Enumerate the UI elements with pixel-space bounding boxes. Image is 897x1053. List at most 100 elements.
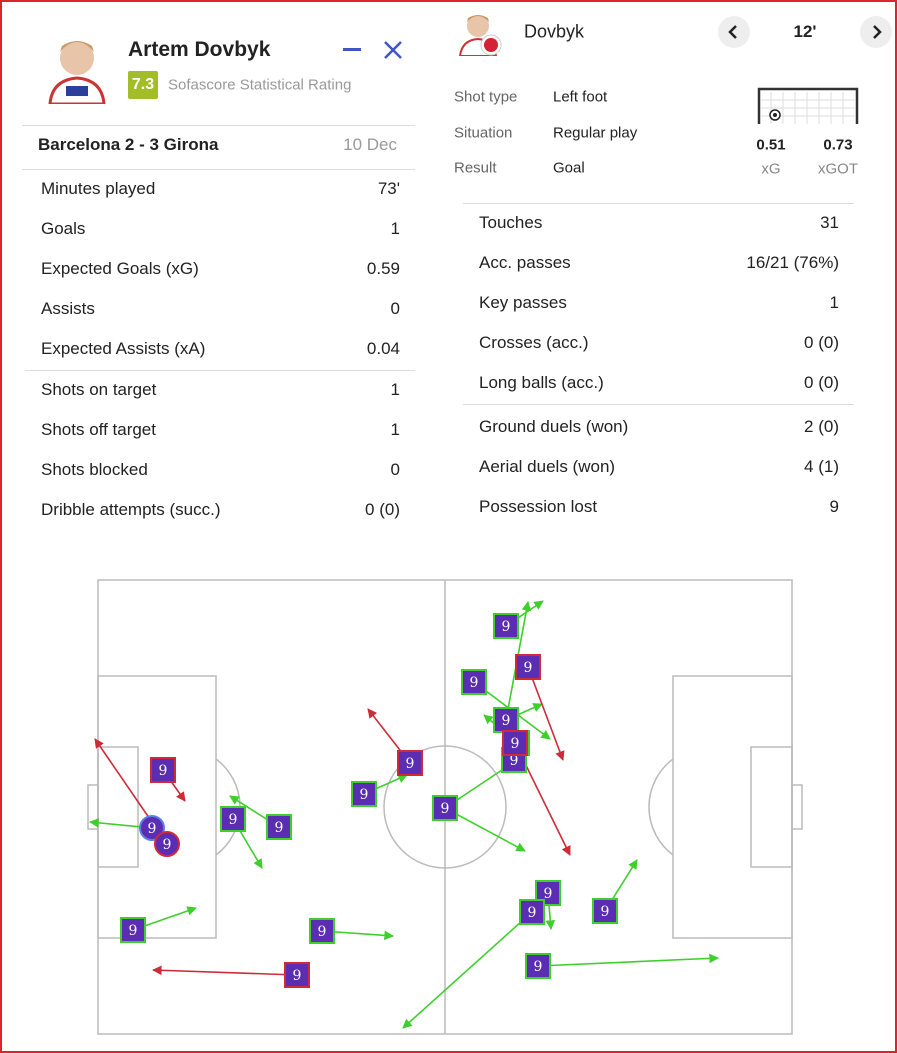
jersey-number: 9 — [229, 812, 238, 828]
jersey-number: 9 — [275, 820, 284, 836]
jersey-number: 9 — [601, 904, 610, 920]
jersey-number: 9 — [293, 968, 302, 984]
stat-label: Goals — [41, 219, 86, 238]
prev-button[interactable] — [718, 16, 750, 48]
goal-icon — [757, 87, 859, 124]
pass-arrow — [444, 807, 526, 852]
player-marker — [493, 613, 519, 639]
stat-label: Possession lost — [479, 497, 598, 516]
shot-player: Dovbyk — [524, 21, 585, 42]
stat-label: Dribble attempts (succ.) — [41, 500, 221, 519]
shot-avatar — [458, 15, 502, 56]
stat-value: 0 (0) — [365, 500, 400, 519]
stat-label: Key passes — [479, 293, 567, 312]
stat-value: 16/21 (76%) — [746, 253, 839, 272]
jersey-number: 9 — [544, 886, 553, 902]
player-marker — [535, 880, 561, 906]
jersey-number: 9 — [129, 923, 138, 939]
jersey-number: 9 — [360, 787, 369, 803]
player-marker — [525, 953, 551, 979]
divider — [22, 169, 415, 170]
pass-arrow — [527, 666, 565, 761]
stat-label: Shots blocked — [41, 460, 148, 479]
jersey-number: 9 — [510, 753, 519, 769]
player-marker — [139, 815, 165, 841]
stat-value: 1 — [390, 219, 400, 238]
metric-label: xG — [761, 160, 781, 178]
player-marker — [351, 781, 377, 807]
jersey-number: 9 — [406, 756, 415, 772]
stat-value: 4 (1) — [804, 457, 839, 476]
jersey-number: 9 — [502, 713, 511, 729]
rating-label: Sofascore Statistical Rating — [168, 76, 352, 94]
player-marker — [120, 917, 146, 943]
stat-value: 0 — [390, 460, 400, 479]
player-marker — [309, 918, 335, 944]
stat-label: Crosses (acc.) — [479, 333, 589, 352]
detail-value: Left foot — [553, 88, 608, 106]
detail-value: Regular play — [553, 124, 638, 141]
player-marker — [150, 757, 176, 783]
jersey-number: 9 — [534, 959, 543, 975]
stat-value: 31 — [820, 213, 839, 232]
stat-label: Long balls (acc.) — [479, 373, 604, 392]
pass-arrow — [402, 911, 533, 1029]
jersey-number: 9 — [524, 660, 533, 676]
detail-value: Goal — [553, 159, 585, 177]
player-marker — [397, 750, 423, 776]
stat-label: Assists — [41, 299, 95, 318]
minimize-button[interactable] — [343, 48, 361, 51]
player-marker — [154, 831, 180, 857]
next-button[interactable] — [860, 16, 892, 48]
player-marker — [220, 806, 246, 832]
player-name: Artem Dovbyk — [128, 38, 271, 61]
stat-value: 0.59 — [366, 259, 400, 278]
stat-label: Minutes played — [41, 179, 156, 198]
stat-label: Aerial duels (won) — [479, 457, 616, 476]
stat-value: 73' — [377, 179, 400, 198]
stat-label: Ground duels (won) — [479, 417, 629, 436]
player-marker — [592, 898, 618, 924]
jersey-number: 9 — [318, 924, 327, 940]
player-marker — [284, 962, 310, 988]
jersey-number: 9 — [470, 675, 479, 691]
jersey-number: 9 — [511, 736, 520, 752]
stat-value: 9 — [829, 497, 839, 516]
pass-arrow — [537, 953, 719, 967]
stat-value: 1 — [829, 293, 839, 312]
jersey-number: 9 — [441, 801, 450, 817]
stat-label: Expected Assists (xA) — [41, 339, 206, 358]
jersey-number: 9 — [148, 821, 157, 837]
detail-label: Shot type — [454, 88, 518, 106]
close-button[interactable] — [383, 40, 403, 60]
stat-value: 0.04 — [366, 339, 400, 358]
metric-label: xGOT — [818, 160, 858, 178]
pass-arrow — [152, 965, 298, 976]
player-marker — [432, 795, 458, 821]
divider — [463, 203, 854, 204]
stat-value: 0 (0) — [804, 333, 839, 352]
shot-minute: 12' — [793, 22, 817, 41]
divider — [463, 404, 854, 405]
player-marker — [266, 814, 292, 840]
jersey-number: 9 — [528, 905, 537, 921]
stat-label: Expected Goals (xG) — [41, 259, 199, 278]
match-date: 10 Dec — [343, 135, 397, 154]
detail-label: Result — [454, 159, 497, 177]
stat-value: 0 — [390, 299, 400, 318]
jersey-number: 9 — [163, 837, 172, 853]
player-marker — [461, 669, 487, 695]
metric-value: 0.73 — [823, 136, 853, 154]
detail-label: Situation — [454, 124, 513, 141]
stat-label: Touches — [479, 213, 543, 232]
stat-value: 2 (0) — [804, 417, 839, 436]
player-marker — [519, 899, 545, 925]
stat-label: Acc. passes — [479, 253, 571, 272]
jersey-number: 9 — [159, 763, 168, 779]
player-avatar — [48, 41, 106, 104]
player-marker — [515, 654, 541, 680]
player-marker — [502, 730, 528, 756]
stat-label: Shots off target — [41, 420, 156, 439]
